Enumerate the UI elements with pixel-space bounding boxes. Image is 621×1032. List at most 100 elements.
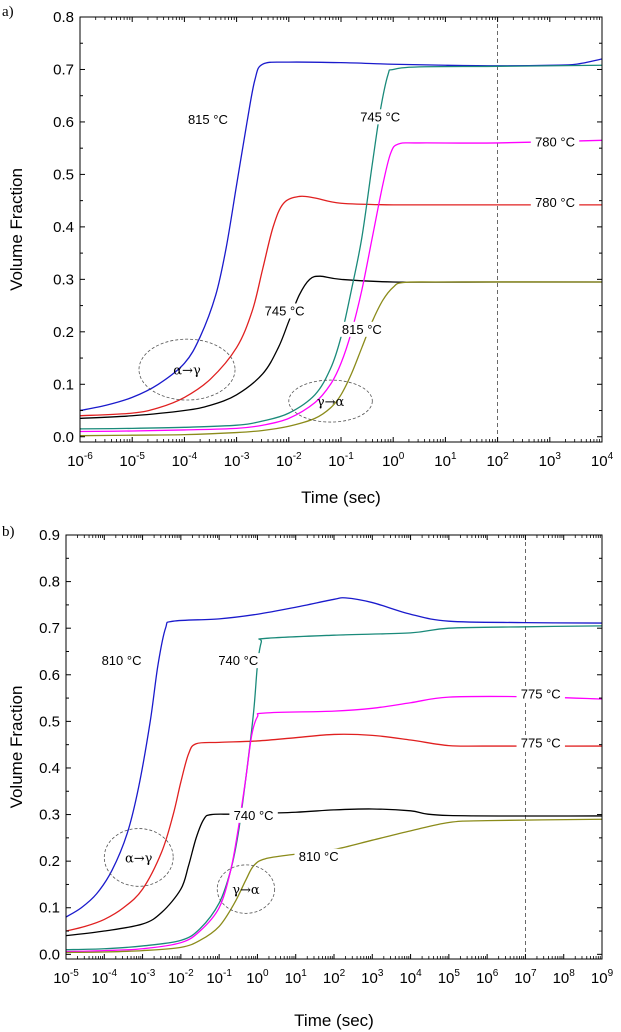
x-tick-label: 10-3 <box>130 968 156 987</box>
annotation-bg <box>530 194 580 210</box>
transformation-ellipse <box>216 864 276 914</box>
panel-a: a) 0.0 0.1 0.2 0.3 0.4 0.5 0.6 0.7 0.8 10-6 10-5 10-… <box>2 4 614 507</box>
temperature-annotation: 810 °C <box>102 653 142 668</box>
ellipse-label: α→γ <box>125 851 153 866</box>
temperature-annotation: 740 °C <box>234 808 274 823</box>
x-tick-label: 102 <box>486 451 509 470</box>
y-tick-label: 0.2 <box>39 853 60 870</box>
y-tick-label: 0.8 <box>39 574 60 591</box>
temperature-annotation: 745 °C <box>265 303 305 318</box>
y-tick-label: 0.4 <box>39 760 60 777</box>
y-axis-title: Volume Fraction <box>7 168 26 291</box>
temperature-annotation: 815 °C <box>342 322 382 337</box>
annotation-bg <box>97 653 146 669</box>
annotation-bg <box>260 303 309 319</box>
temperature-annotation: 745 °C <box>360 109 400 124</box>
series-line-1 <box>66 733 602 932</box>
series-line-4 <box>66 695 602 953</box>
annotation-bg <box>337 321 387 337</box>
plot-frame <box>79 16 603 443</box>
series-line-0 <box>80 58 602 412</box>
x-tick-label: 103 <box>361 968 384 987</box>
ellipse-label: γ→α <box>232 883 260 898</box>
annotation-bg <box>294 848 343 864</box>
x-tick-label: 10-5 <box>119 451 145 470</box>
y-tick-label: 0.3 <box>53 271 74 288</box>
series-group <box>66 597 602 954</box>
panel-label: a) <box>2 4 14 20</box>
annotation-bg <box>516 686 565 702</box>
temperature-annotation: 780 °C <box>535 135 575 150</box>
x-tick-label: 101 <box>285 968 308 987</box>
series-group <box>80 58 602 437</box>
ellipse-label: γ→α <box>317 395 345 410</box>
series-line-1 <box>80 195 602 417</box>
annotation-bg <box>214 653 263 669</box>
x-tick-label: 10-4 <box>91 968 117 987</box>
y-tick-label: 0.6 <box>39 667 60 684</box>
annotation-bg <box>229 807 278 823</box>
x-tick-label: 106 <box>476 968 499 987</box>
x-tick-label: 102 <box>323 968 346 987</box>
x-tick-label: 10-1 <box>328 451 354 470</box>
ellipse-label: α→γ <box>173 364 201 379</box>
x-tick-label: 103 <box>539 451 562 470</box>
temperature-annotation: 780 °C <box>535 195 575 210</box>
y-tick-label: 0.7 <box>53 61 74 78</box>
x-tick-label: 109 <box>591 968 614 987</box>
series-line-2 <box>66 808 602 937</box>
temperature-annotation: 815 °C <box>188 112 228 127</box>
series-line-3 <box>80 64 602 430</box>
y-tick-label: 0.4 <box>53 219 74 236</box>
x-tick-label: 107 <box>514 968 537 987</box>
x-tick-label: 105 <box>438 968 461 987</box>
y-tick-label: 0.9 <box>39 527 60 544</box>
series-line-4 <box>80 139 602 433</box>
transformation-ellipse <box>138 338 236 401</box>
y-tick-label: 0.1 <box>53 376 74 393</box>
annotation-bg <box>355 109 405 125</box>
x-tick-label: 10-4 <box>172 451 198 470</box>
y-tick-label: 0.7 <box>39 620 60 637</box>
x-tick-label: 10-3 <box>224 451 250 470</box>
y-tick-label: 0.0 <box>39 946 60 963</box>
x-tick-label: 10-2 <box>276 451 302 470</box>
y-axis-title: Volume Fraction <box>7 686 26 809</box>
x-tick-label: 104 <box>591 451 614 470</box>
annotation-bg <box>530 134 580 150</box>
series-line-5 <box>66 818 602 954</box>
y-tick-label: 0.0 <box>53 429 74 446</box>
x-tick-label: 108 <box>553 968 576 987</box>
y-tick-label: 0.2 <box>53 324 74 341</box>
y-tick-label: 0.1 <box>39 900 60 917</box>
series-line-5 <box>80 281 602 437</box>
x-axis-title: Time (sec) <box>301 488 381 507</box>
y-tick-label: 0.3 <box>39 807 60 824</box>
transformation-ellipse <box>288 379 373 423</box>
x-tick-label: 10-6 <box>67 451 93 470</box>
y-tick-label: 0.8 <box>53 9 74 26</box>
temperature-annotation: 740 °C <box>218 653 258 668</box>
x-tick-label: 101 <box>434 451 457 470</box>
x-tick-label: 104 <box>399 968 422 987</box>
panel-b: b) 0.0 0.1 0.2 0.3 0.4 0.5 0.6 0.7 0.8 0.9 10-5 10-4… <box>2 524 614 1030</box>
temperature-annotation: 775 °C <box>521 687 561 702</box>
y-tick-label: 0.5 <box>53 166 74 183</box>
x-axis-title: Time (sec) <box>294 1011 374 1030</box>
transformation-ellipse <box>103 828 174 887</box>
temperature-annotation: 810 °C <box>299 849 339 864</box>
y-tick-label: 0.5 <box>39 713 60 730</box>
x-tick-label: 100 <box>382 451 405 470</box>
y-tick-label: 0.6 <box>53 114 74 131</box>
x-tick-label: 10-1 <box>206 968 232 987</box>
panel-label: b) <box>2 524 15 540</box>
annotation-bg <box>183 111 233 127</box>
x-tick-label: 10-5 <box>53 968 79 987</box>
temperature-annotation: 775 °C <box>521 736 561 751</box>
series-line-0 <box>66 597 602 918</box>
x-tick-label: 100 <box>246 968 269 987</box>
annotation-bg <box>516 735 565 751</box>
series-line-3 <box>66 625 602 951</box>
x-tick-label: 10-2 <box>168 968 194 987</box>
